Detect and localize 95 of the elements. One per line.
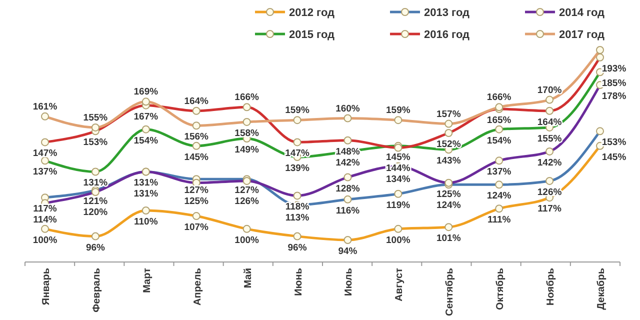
data-label: 167% [134, 111, 159, 122]
data-label: 166% [486, 92, 512, 104]
legend-label: 2017 год [559, 29, 605, 41]
data-label: 159% [285, 105, 310, 116]
legend-label: 2012 год [289, 7, 335, 19]
data-label: 165% [486, 115, 512, 126]
data-label: 131% [134, 188, 159, 200]
data-label: 125% [436, 188, 462, 200]
data-label: 100% [32, 234, 58, 246]
x-tick-label: Сентябрь [444, 268, 456, 316]
x-tick-label: Август [394, 268, 406, 302]
data-label: 111% [487, 214, 512, 226]
x-tick-label: Май [242, 268, 254, 288]
data-label: 127% [234, 185, 260, 196]
data-label: 96% [86, 242, 106, 254]
data-label: 94% [338, 246, 358, 257]
data-label: 101% [436, 233, 462, 244]
x-tick-label: Июль [344, 268, 355, 296]
data-label: 100% [386, 234, 411, 246]
data-label: 149% [234, 144, 260, 156]
legend-label: 2015 год [289, 29, 335, 41]
data-label: 154% [486, 135, 512, 146]
data-label: 116% [336, 205, 360, 216]
x-tick-label: Декабрь [596, 268, 607, 310]
point [41, 112, 49, 120]
data-label: 107% [184, 222, 210, 234]
point [293, 116, 302, 124]
point [142, 98, 150, 106]
point [394, 116, 402, 124]
data-label: 145% [602, 152, 627, 163]
data-label: 156% [184, 132, 210, 143]
legend-label: 2016 год [424, 29, 470, 41]
data-label: 120% [83, 207, 108, 218]
point [444, 120, 453, 128]
data-label: 166% [234, 92, 260, 104]
data-label: 117% [33, 204, 58, 215]
data-label: 125% [184, 196, 210, 208]
data-label: 147% [32, 148, 58, 160]
data-label: 169% [134, 86, 159, 98]
data-label: 185% [602, 78, 627, 90]
data-label: 124% [486, 190, 512, 202]
data-label: 137% [32, 166, 58, 178]
data-label: 178% [602, 91, 627, 102]
data-label: 145% [184, 152, 210, 163]
data-label: 157% [436, 108, 462, 120]
data-label: 160% [336, 103, 360, 114]
data-label: 124% [436, 200, 462, 211]
data-label: 117% [538, 204, 562, 215]
data-label: 143% [436, 156, 462, 167]
point [344, 114, 352, 122]
data-label: 134% [386, 174, 411, 185]
data-label: 126% [234, 196, 260, 208]
data-label: 154% [134, 135, 159, 146]
data-label: 113% [285, 212, 310, 224]
data-label: 110% [134, 216, 158, 228]
x-tick-label: Июнь [293, 268, 304, 296]
x-tick-label: Март [142, 268, 153, 293]
x-tick-label: Октябрь [495, 268, 506, 310]
data-label: 164% [184, 96, 210, 107]
data-label: 127% [184, 185, 210, 196]
data-label: 155% [83, 112, 108, 124]
point [242, 118, 251, 126]
x-tick-label: Апрель [192, 268, 204, 306]
legend-label: 2013 год [424, 7, 470, 19]
data-label: 100% [234, 234, 260, 246]
data-label: 137% [486, 166, 512, 178]
data-label: 114% [33, 214, 58, 226]
legend-label: 2014 год [559, 7, 605, 19]
data-label: 139% [285, 162, 310, 174]
data-label: 142% [537, 157, 562, 168]
data-label: 153% [83, 137, 108, 148]
data-label: 119% [386, 200, 411, 211]
data-label: 153% [602, 137, 627, 148]
x-tick-label: Ноябрь [546, 268, 557, 306]
data-label: 158% [234, 128, 260, 139]
data-label: 152% [436, 139, 462, 150]
data-label: 155% [537, 133, 562, 144]
point [596, 46, 604, 54]
data-label: 161% [32, 101, 58, 112]
x-tick-label: Февраль [91, 268, 102, 312]
point [91, 123, 100, 132]
data-label: 193% [602, 63, 627, 74]
data-label: 164% [537, 116, 562, 128]
data-label: 96% [288, 242, 308, 254]
data-label: 128% [336, 183, 360, 194]
data-label: 121% [83, 196, 108, 208]
data-label: 170% [537, 84, 562, 96]
data-label: 131% [134, 178, 159, 189]
data-label: 142% [336, 157, 360, 168]
data-label: 159% [386, 105, 411, 116]
data-label: 131% [83, 178, 108, 189]
point [192, 122, 200, 130]
x-tick-label: Январь [41, 268, 52, 306]
data-label: 145% [386, 152, 411, 163]
point [546, 96, 554, 104]
